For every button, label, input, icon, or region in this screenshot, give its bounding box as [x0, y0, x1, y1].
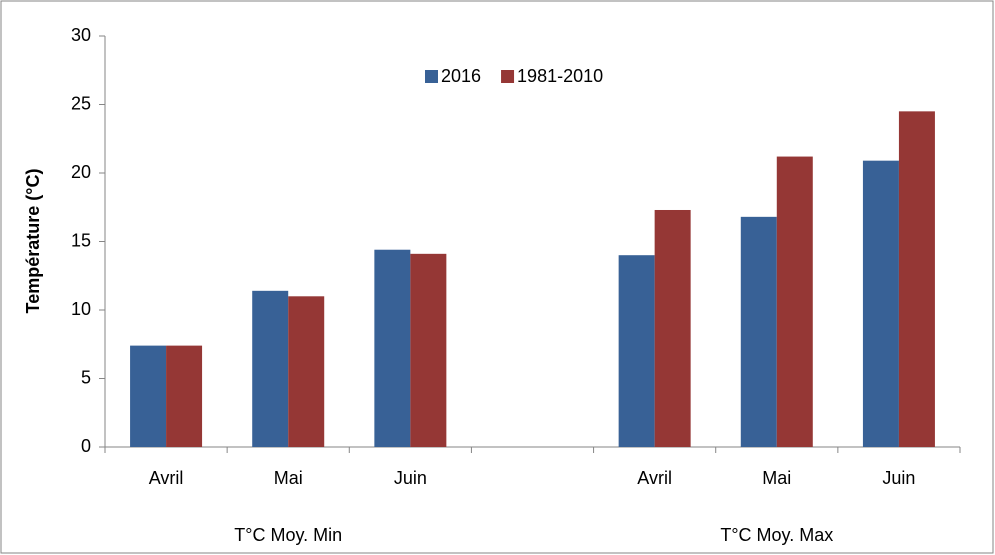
y-tick-label: 25 — [71, 93, 91, 113]
bar — [252, 290, 289, 447]
bar — [740, 216, 777, 447]
x-tick-label: Juin — [394, 468, 427, 488]
y-tick-label: 0 — [81, 436, 91, 456]
y-axis-label: Température (°C) — [23, 169, 43, 314]
x-tick-label: Juin — [882, 468, 915, 488]
bar — [130, 345, 167, 447]
x-tick-label: Mai — [274, 468, 303, 488]
x-tick-label: Avril — [149, 468, 184, 488]
bar — [654, 209, 691, 447]
y-tick-label: 15 — [71, 230, 91, 250]
x-tick-label: Mai — [762, 468, 791, 488]
legend-swatch — [501, 70, 515, 83]
y-tick-label: 5 — [81, 367, 91, 387]
y-tick-label: 10 — [71, 299, 91, 319]
bar — [166, 345, 203, 447]
bar — [288, 296, 325, 447]
bar — [898, 111, 935, 447]
legend-swatch — [425, 70, 438, 83]
bar — [374, 249, 411, 447]
bar — [618, 255, 655, 447]
bar — [862, 160, 899, 448]
bar — [776, 156, 813, 447]
legend-label: 2016 — [441, 66, 481, 86]
y-tick-label: 30 — [71, 25, 91, 45]
legend-label: 1981-2010 — [517, 66, 603, 86]
group-label: T°C Moy. Min — [234, 525, 342, 545]
bar — [410, 253, 447, 447]
group-label: T°C Moy. Max — [720, 525, 833, 545]
y-tick-label: 20 — [71, 162, 91, 182]
x-tick-label: Avril — [637, 468, 672, 488]
